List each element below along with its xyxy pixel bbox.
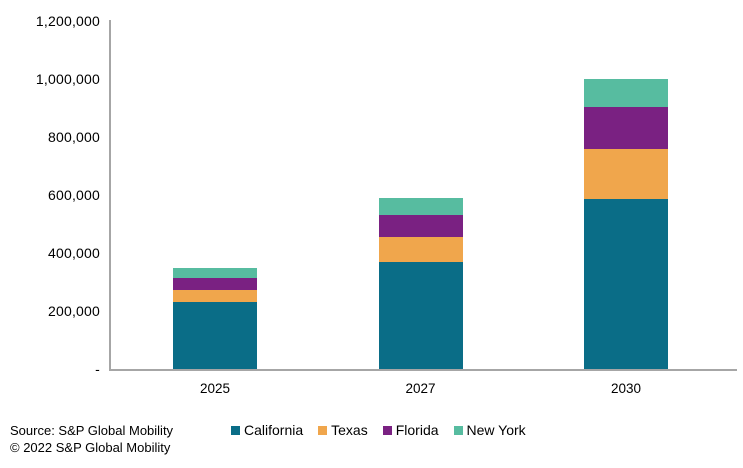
x-tick-label-2030: 2030 <box>610 381 642 396</box>
legend-label-florida: Florida <box>395 422 439 438</box>
bar-segment-florida-2030 <box>584 107 668 149</box>
source-text: Source: S&P Global Mobility <box>10 423 174 438</box>
y-tick-label-1-200-000: 1,200,000 <box>35 13 100 29</box>
legend-item-florida: Florida <box>382 422 439 438</box>
y-axis-line <box>109 20 111 371</box>
legend-item-texas: Texas <box>318 422 368 438</box>
y-tick-label-600-000: 600,000 <box>47 187 100 203</box>
bar-segment-texas-2030 <box>584 148 668 200</box>
x-tick-label-2025: 2025 <box>199 381 231 396</box>
legend: California Texas Florida New York <box>231 422 526 438</box>
footer: Source: S&P Global Mobility © 2022 S&P G… <box>10 422 173 456</box>
bar-segment-new-york-2030 <box>584 79 668 108</box>
x-tick-label-2027: 2027 <box>405 381 436 396</box>
legend-item-new-york: New York <box>453 422 526 438</box>
x-axis-line <box>109 369 737 371</box>
legend-label-new-york: New York <box>466 422 526 438</box>
legend-label-texas: Texas <box>331 422 368 438</box>
legend-swatch-new-york <box>453 425 463 435</box>
y-tick-label-800-000: 800,000 <box>47 129 100 145</box>
legend-swatch-texas <box>318 425 328 435</box>
bar-segment-new-york-2027 <box>379 198 463 215</box>
y-tick-label-1-000-000: 1,000,000 <box>35 71 100 87</box>
legend-item-california: California <box>231 422 303 438</box>
copyright-text: © 2022 S&P Global Mobility <box>10 440 171 455</box>
legend-swatch-california <box>231 425 240 435</box>
bar-segment-california-2025 <box>173 302 257 369</box>
y-tick-label--: - <box>95 361 100 377</box>
legend-swatch-florida <box>382 425 392 435</box>
bar-segment-california-2030 <box>584 199 668 369</box>
y-tick-label-200-000: 200,000 <box>47 303 100 319</box>
legend-label-california: California <box>244 422 304 438</box>
y-tick-label-400-000: 400,000 <box>47 245 100 261</box>
bar-segment-florida-2025 <box>173 277 257 291</box>
bar-segment-new-york-2025 <box>173 267 257 278</box>
bar-segment-california-2027 <box>379 262 463 369</box>
bar-segment-texas-2027 <box>379 237 463 263</box>
bar-segment-florida-2027 <box>379 214 463 238</box>
bar-segment-texas-2025 <box>173 290 257 303</box>
